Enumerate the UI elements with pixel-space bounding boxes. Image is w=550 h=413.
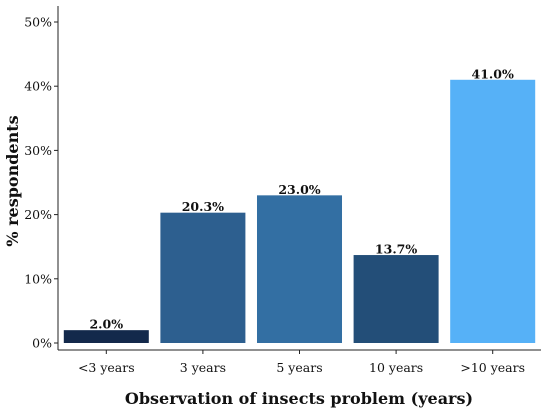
bars — [63, 79, 536, 343]
bar-labels: 2.0% 20.3% 23.0% 13.7% 41.0% — [89, 66, 513, 331]
y-tick-label: 40% — [24, 79, 52, 94]
bar-value-label: 20.3% — [182, 199, 224, 214]
x-categories: <3 years 3 years 5 years 10 years >10 years — [78, 350, 525, 375]
y-tick-label: 50% — [24, 15, 52, 30]
y-tick-label: 10% — [24, 271, 52, 286]
x-category-label: 10 years — [369, 360, 423, 375]
x-axis-title: Observation of insects problem (years) — [125, 389, 473, 408]
bar-value-label: 23.0% — [278, 182, 320, 197]
bar-value-label: 2.0% — [89, 317, 123, 332]
bar — [353, 255, 439, 343]
bar — [450, 79, 536, 343]
bar — [256, 195, 343, 343]
bar — [63, 330, 149, 343]
bar-value-label: 41.0% — [472, 66, 514, 81]
x-category-label: 5 years — [276, 360, 322, 375]
y-tick-label: 0% — [32, 336, 52, 351]
x-category-label: <3 years — [78, 360, 135, 375]
x-category-label: >10 years — [460, 360, 525, 375]
y-tick-label: 20% — [24, 207, 52, 222]
y-ticks: 0% 10% 20% 30% 40% 50% — [24, 15, 58, 351]
x-category-label: 3 years — [180, 360, 226, 375]
bar — [160, 212, 246, 343]
y-tick-label: 30% — [24, 143, 52, 158]
bar-value-label: 13.7% — [375, 242, 417, 257]
y-axis-title: % respondents — [3, 115, 22, 246]
